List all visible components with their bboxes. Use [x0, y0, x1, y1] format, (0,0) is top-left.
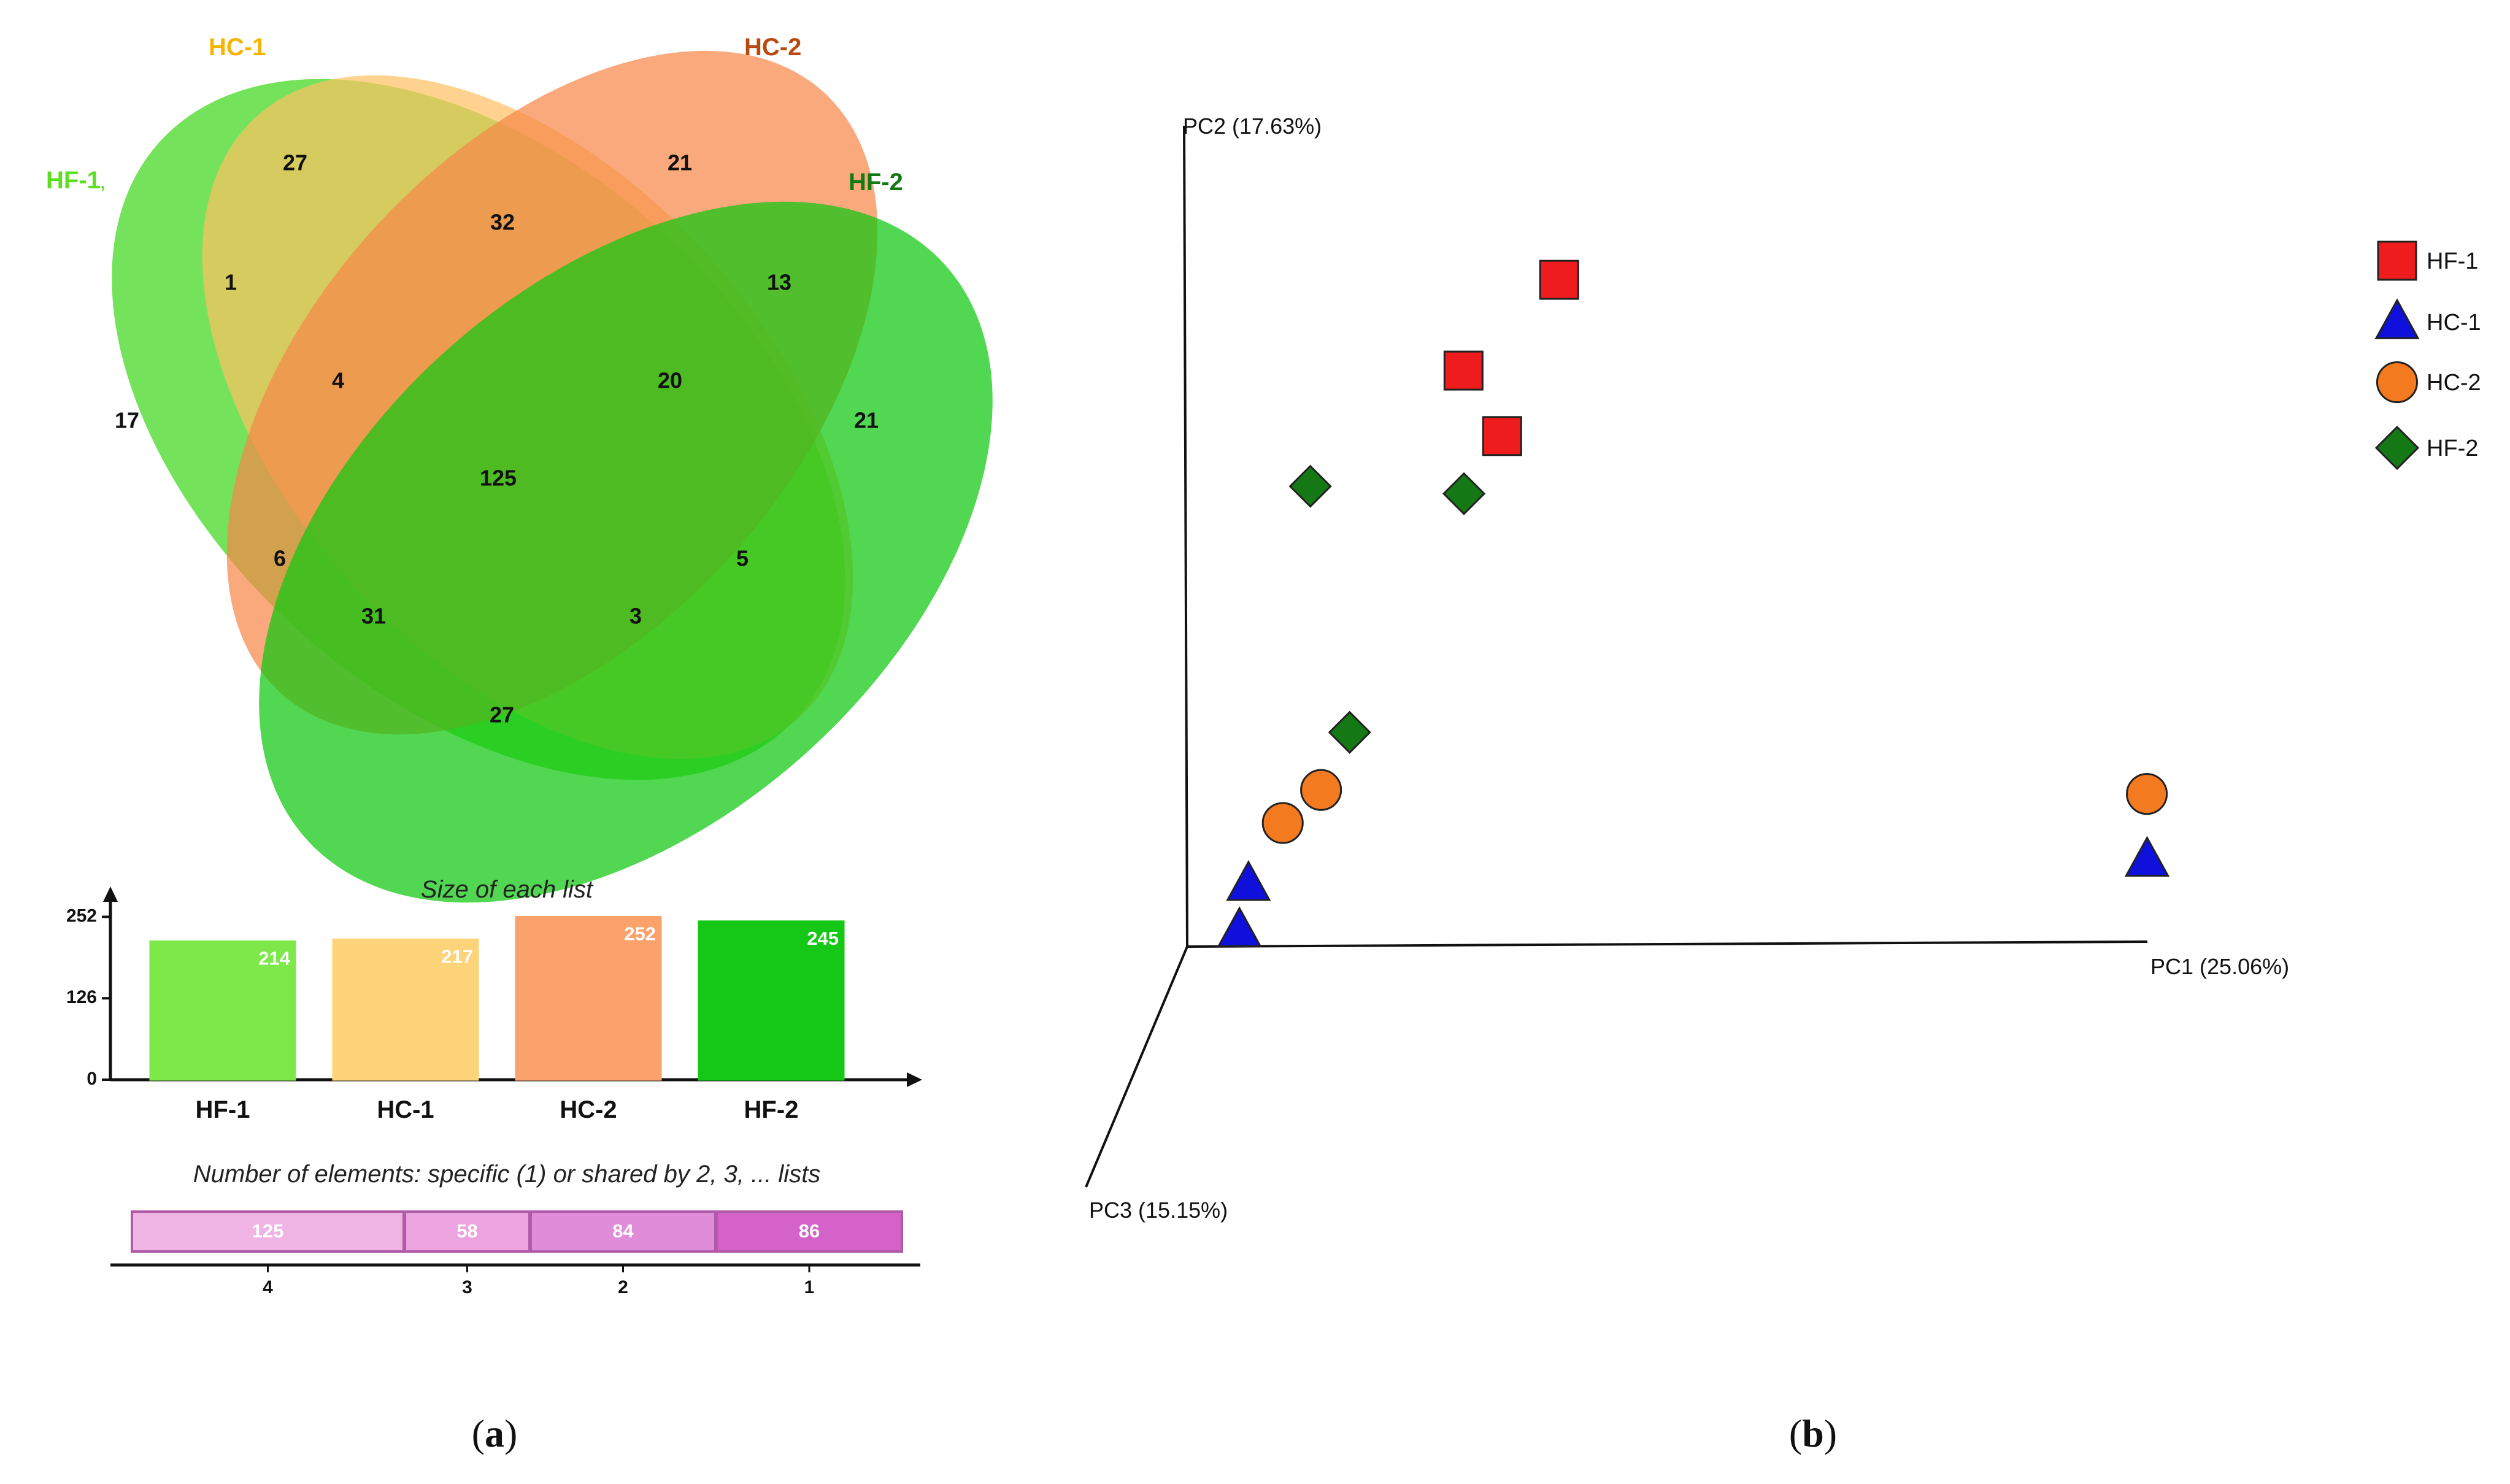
pc2-axis [1183, 125, 1188, 947]
venn-region-hf1-hc2: 6 [274, 546, 286, 571]
pcoa-point-hf-1 [1482, 416, 1522, 456]
bar-category-label: HF-1 [196, 1096, 250, 1123]
pc1-axis [1187, 940, 2148, 948]
segment-shared-by-1 [715, 1210, 903, 1253]
venn-region-hc2-only: 21 [668, 150, 692, 175]
bar-chart-title: Size of each list [421, 876, 594, 903]
venn-label-hc1: HC-1 [209, 34, 266, 61]
pcoa-point-hf-2 [1328, 710, 1371, 754]
pcoa-point-hf-1 [1443, 350, 1484, 391]
venn-region-hf1-hc2-hf2: 31 [361, 604, 386, 629]
panel-label-a: (a) [472, 1412, 518, 1455]
legend-marker-hf-1 [2377, 240, 2417, 281]
pcoa-point-hc-2 [1261, 802, 1304, 844]
seg-chart-title: Number of elements: specific (1) or shar… [193, 1161, 821, 1188]
bar-value-label: 252 [624, 923, 656, 945]
bar-hc-1 [332, 938, 479, 1081]
segment-value-label: 84 [612, 1220, 634, 1242]
venn-region-hf1-hf2: 27 [490, 702, 514, 728]
venn-label-hf2: HF-2 [849, 169, 903, 196]
venn-region-hc1-hf2: 5 [736, 546, 749, 571]
venn-label-hc2: HC-2 [744, 34, 801, 61]
bar-y-axis-arrow [103, 886, 118, 902]
bar-hf-2 [698, 920, 845, 1081]
legend-label-hc-1: HC-1 [2427, 310, 2481, 336]
pcoa-point-hc-1 [1226, 859, 1271, 901]
legend-label-hf-2: HF-2 [2427, 436, 2478, 461]
bar-category-label: HF-2 [744, 1096, 799, 1123]
venn-ellipses [112, 50, 993, 903]
venn-label-hf1: HF-1, [46, 167, 105, 194]
venn-region-hf2-only: 21 [854, 408, 879, 433]
pcoa-point-hc-2 [2126, 773, 2168, 815]
venn-region-hc1-hc2: 32 [490, 210, 515, 235]
pc3-axis [1085, 946, 1188, 1188]
venn-region-hf1-only: 17 [115, 408, 139, 433]
segment-category-label: 3 [462, 1277, 472, 1298]
bar-value-label: 217 [441, 945, 473, 967]
segment-value-label: 125 [252, 1220, 284, 1242]
pc1-axis-label: PC1 (25.06%) [2150, 954, 2289, 979]
bar-y-tick-label: 252 [66, 905, 97, 926]
bar-category-label: HC-1 [377, 1096, 434, 1123]
venn-region-hc1-hc2-hf2: 20 [658, 368, 682, 393]
bar-x-axis-arrow [907, 1072, 922, 1087]
venn-diagram: HF-1, HC-1 HC-2 HF-2 27 21 17 21 32 1 13… [46, 34, 993, 903]
legend-label-hc-2: HC-2 [2427, 370, 2481, 396]
pcoa-point-hc-1 [1217, 906, 1262, 947]
segment-value-label: 58 [456, 1220, 477, 1242]
bar-value-label: 214 [258, 948, 290, 969]
pcoa-point-hf-2 [1442, 472, 1486, 515]
venn-ellipse-hf2 [259, 201, 993, 903]
venn-region-all: 125 [480, 466, 517, 491]
bar-hf-1 [149, 940, 296, 1081]
pc2-axis-label: PC2 (17.63%) [1183, 113, 1322, 139]
segment-shared-by-3 [404, 1210, 531, 1253]
segment-value-label: 86 [799, 1220, 820, 1242]
bar-hc-2 [515, 916, 662, 1081]
venn-region-hf1-hc1-hf2: 3 [629, 604, 642, 629]
venn-region-hf1-hc1-hc2: 4 [332, 368, 344, 393]
pcoa-point-hc-1 [2124, 836, 2170, 877]
pcoa-point-hf-1 [1539, 260, 1579, 300]
bar-y-tick-label: 0 [87, 1069, 97, 1089]
legend-marker-hc-1 [2374, 298, 2420, 339]
pcoa-point-hf-2 [1288, 464, 1332, 508]
bar-category-label: HC-2 [560, 1096, 617, 1123]
list-size-chart: Size of each list 0 126 252 214 HF-1 217 HC-1… [66, 876, 922, 1123]
legend-label-hf-1: HF-1 [2427, 248, 2478, 274]
segment-category-label: 2 [618, 1277, 628, 1298]
segment-category-label: 4 [263, 1277, 273, 1298]
legend-marker-hc-2 [2376, 361, 2419, 404]
pcoa-plot: PC2 (17.63%) PC1 (25.06%) PC3 (15.15%) H… [1085, 113, 2481, 1223]
pcoa-point-hc-2 [1300, 769, 1342, 811]
shared-elements-chart: Number of elements: specific (1) or shar… [110, 1161, 920, 1298]
bar-value-label: 245 [807, 928, 839, 949]
bar-y-tick-label: 126 [66, 987, 97, 1007]
venn-region-hc1-only: 27 [283, 150, 307, 175]
panel-label-b: (b) [1789, 1412, 1837, 1455]
venn-region-hf1-hc1: 1 [225, 270, 237, 295]
segment-category-label: 1 [804, 1277, 815, 1298]
venn-region-hc2-hf2: 13 [767, 270, 791, 295]
pc3-axis-label: PC3 (15.15%) [1089, 1198, 1228, 1223]
legend-marker-hf-2 [2374, 425, 2420, 471]
